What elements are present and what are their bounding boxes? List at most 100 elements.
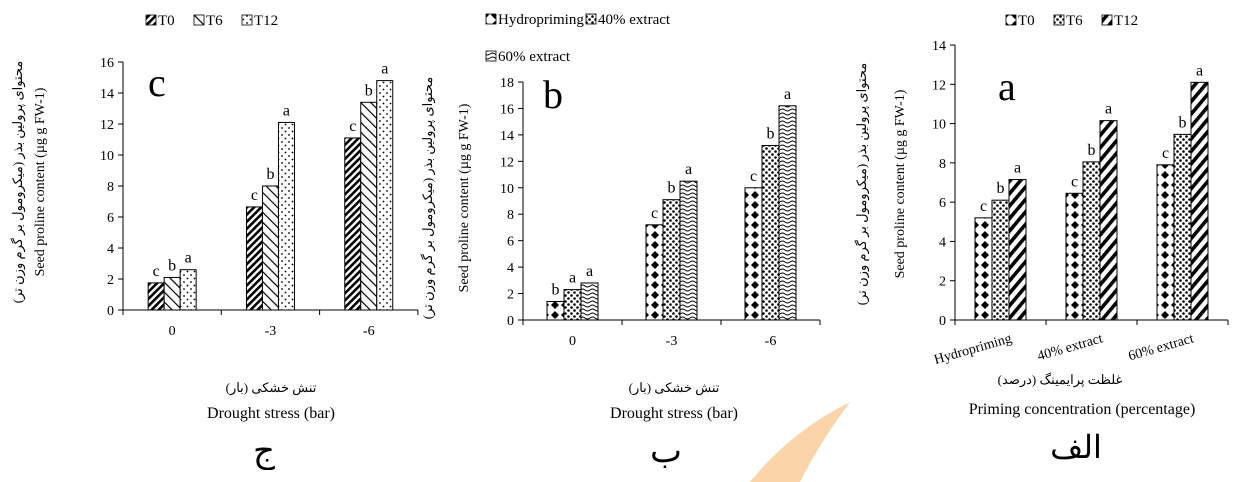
significance-letter-b: c xyxy=(651,205,658,222)
legend-c-swatch-1 xyxy=(193,14,205,26)
legend-a-label-2: T12 xyxy=(1114,13,1138,29)
significance-letter-c: b xyxy=(266,166,274,183)
figure: T0 T6 T12 محتوای پرولین بذر (میکرومول بر… xyxy=(10,12,1229,470)
significance-letter-c: c xyxy=(153,263,160,280)
significance-letter-a: a xyxy=(1105,101,1112,118)
bottom-letter-c: ج xyxy=(253,433,275,470)
y-tick-label-b: 8 xyxy=(507,208,514,223)
bar-c-t6-1 xyxy=(261,185,279,311)
legend-c-label-2: T12 xyxy=(254,13,278,29)
y-tick-label-b: 14 xyxy=(500,129,514,144)
panel-b: Hydropriming 40% extract 60% extract محت… xyxy=(420,12,821,470)
bar-a-t6-0 xyxy=(991,199,1010,321)
y-tick-label-a: 6 xyxy=(939,196,946,211)
bar-c-t12-2 xyxy=(376,80,394,311)
bar-a-t12-1 xyxy=(1099,120,1118,321)
panel-c: T0 T6 T12 محتوای پرولین بذر (میکرومول بر… xyxy=(10,13,419,470)
bar-b-hydropriming-0 xyxy=(546,300,565,321)
bar-c-t12-0 xyxy=(179,269,197,311)
y-tick-label-c: 0 xyxy=(107,304,114,319)
significance-letter-c: a xyxy=(283,102,290,119)
y-tick-label-c: 16 xyxy=(100,56,114,71)
bar-a-t12-0 xyxy=(1008,179,1027,321)
ylabel-en-a: Seed proline content (µg g FW-1) xyxy=(893,89,908,278)
bar-b-40-extract-1 xyxy=(662,199,681,321)
significance-letter-b: b xyxy=(767,125,775,142)
x-tick-label-c: -3 xyxy=(265,324,277,339)
panel-label-b: b xyxy=(543,72,563,117)
y-tick-label-a: 8 xyxy=(939,157,946,172)
xlabel-en-c: Drought stress (bar) xyxy=(207,405,335,422)
legend-b-swatch-0 xyxy=(485,13,497,25)
xlabel-fa-c: تنش خشکی (بار) xyxy=(226,380,317,396)
y-tick-label-b: 18 xyxy=(500,76,514,91)
bar-b-hydropriming-1 xyxy=(645,224,664,321)
bar-b-60-extract-1 xyxy=(679,180,698,321)
xlabel-fa-b: تنش خشکی (بار) xyxy=(629,380,720,396)
bar-c-t0-1 xyxy=(245,206,263,311)
significance-letter-c: c xyxy=(349,118,356,135)
ylabel-fa-a: محتوای پرولین بذر (میکرومول بر گرم وزن ت… xyxy=(854,63,870,306)
legend-b-label-2: 60% extract xyxy=(498,49,571,65)
legend-c: T0 T6 T12 xyxy=(145,13,278,29)
bar-c-t0-0 xyxy=(147,282,165,311)
y-tick-label-c: 12 xyxy=(100,118,114,133)
legend-a: T0 T6 T12 xyxy=(1005,13,1138,29)
bar-a-t0-1 xyxy=(1065,192,1084,321)
bottom-letter-a: الف xyxy=(1050,429,1102,465)
bar-a-t0-2 xyxy=(1156,164,1175,321)
legend-a-label-0: T0 xyxy=(1018,13,1035,29)
panel-label-a: a xyxy=(998,64,1016,109)
significance-letter-c: b xyxy=(168,257,176,274)
significance-letter-a: c xyxy=(1162,145,1169,162)
xlabel-en-a: Priming concentration (percentage) xyxy=(969,401,1196,418)
bar-b-60-extract-2 xyxy=(778,105,797,321)
x-tick-label-a: Hydropriming xyxy=(932,331,1013,368)
x-tick-label-b: -3 xyxy=(666,334,678,349)
panel-a: T0 T6 T12 محتوای پرولین بذر (میکرومول بر… xyxy=(854,13,1229,465)
bar-c-t0-2 xyxy=(344,137,362,311)
legend-b-label-1: 40% extract xyxy=(598,12,671,28)
y-tick-label-c: 6 xyxy=(107,211,114,226)
y-tick-label-a: 4 xyxy=(939,235,946,250)
significance-letter-a: a xyxy=(1014,160,1021,177)
legend-c-swatch-2 xyxy=(241,14,253,26)
ylabel-en-b: Seed proline content (µg g FW-1) xyxy=(457,103,472,292)
y-tick-label-a: 2 xyxy=(939,275,946,290)
bar-b-60-extract-0 xyxy=(580,282,599,321)
ylabel-en-c: Seed proline content (µg g FW-1) xyxy=(33,87,48,276)
significance-letter-a: c xyxy=(980,198,987,215)
y-tick-label-b: 2 xyxy=(507,288,514,303)
significance-letter-b: c xyxy=(750,168,757,185)
bar-a-t6-2 xyxy=(1173,133,1192,321)
y-tick-label-b: 6 xyxy=(507,235,514,250)
significance-letter-b: a xyxy=(586,263,593,280)
significance-letter-b: a xyxy=(685,161,692,178)
y-tick-label-a: 0 xyxy=(939,314,946,329)
y-tick-label-a: 12 xyxy=(932,78,946,93)
legend-c-label-0: T0 xyxy=(158,13,175,29)
significance-letter-c: a xyxy=(381,61,388,78)
legend-a-swatch-2 xyxy=(1101,14,1113,26)
x-tick-label-b: -6 xyxy=(765,334,777,349)
x-tick-label-c: 0 xyxy=(169,324,176,339)
significance-letter-b: b xyxy=(552,281,560,298)
y-tick-label-b: 16 xyxy=(500,102,514,117)
y-tick-label-a: 14 xyxy=(932,39,946,54)
significance-letter-b: b xyxy=(668,180,676,197)
watermark-swoosh xyxy=(750,402,850,482)
legend-a-swatch-0 xyxy=(1005,14,1017,26)
x-tick-label-b: 0 xyxy=(569,334,576,349)
legend-c-label-1: T6 xyxy=(206,13,223,29)
x-tick-label-a: 40% extract xyxy=(1036,331,1105,364)
y-tick-label-c: 8 xyxy=(107,180,114,195)
legend-a-label-1: T6 xyxy=(1066,13,1083,29)
significance-letter-a: b xyxy=(997,180,1005,197)
legend-b: Hydropriming 40% extract 60% extract xyxy=(485,12,671,65)
legend-b-swatch-1 xyxy=(585,13,597,25)
bar-c-t12-1 xyxy=(277,121,295,311)
ylabel-fa-b: محتوای پرولین بذر (میکرومول بر گرم وزن ت… xyxy=(420,77,436,320)
